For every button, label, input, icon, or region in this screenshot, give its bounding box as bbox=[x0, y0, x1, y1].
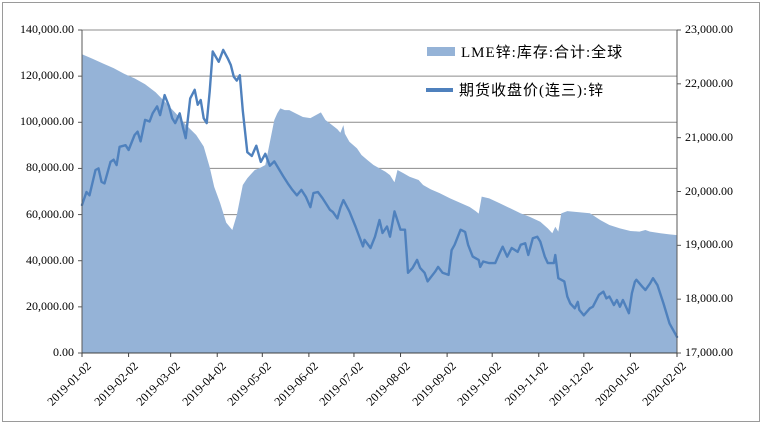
area-series-swatch-icon bbox=[427, 47, 455, 56]
y-axis-left-label: 120,000.00 bbox=[20, 68, 74, 83]
legend-label-inventory: LME锌:库存:合计:全球 bbox=[461, 45, 624, 61]
y-axis-left-label: 60,000.00 bbox=[26, 206, 74, 221]
chart-plot-area bbox=[78, 29, 681, 357]
y-axis-left-label: 40,000.00 bbox=[26, 252, 74, 267]
y-axis-right-label: 17,000.00 bbox=[685, 345, 733, 359]
y-axis-left-label: 0.00 bbox=[53, 345, 74, 359]
y-axis-right-label: 23,000.00 bbox=[685, 22, 733, 36]
y-axis-right-label: 20,000.00 bbox=[685, 183, 733, 198]
line-series-swatch-icon bbox=[426, 87, 453, 92]
y-axis-right-label: 19,000.00 bbox=[685, 237, 733, 252]
legend-label-price: 期货收盘价(连三):锌 bbox=[459, 83, 605, 99]
legend-entry-inventory: LME锌:库存:合计:全球 bbox=[427, 41, 623, 62]
y-axis-right-label: 21,000.00 bbox=[685, 129, 733, 144]
legend-entry-price: 期货收盘价(连三):锌 bbox=[426, 79, 604, 100]
y-axis-left-label: 20,000.00 bbox=[26, 298, 74, 313]
y-axis-left-label: 140,000.00 bbox=[20, 22, 74, 36]
y-axis-right-label: 22,000.00 bbox=[685, 75, 733, 90]
line-series-price bbox=[80, 48, 679, 339]
y-axis-left-label: 100,000.00 bbox=[20, 114, 74, 129]
y-axis-right-label: 18,000.00 bbox=[685, 291, 733, 306]
y-axis-left-label: 80,000.00 bbox=[26, 160, 74, 175]
area-series-inventory bbox=[82, 54, 677, 353]
